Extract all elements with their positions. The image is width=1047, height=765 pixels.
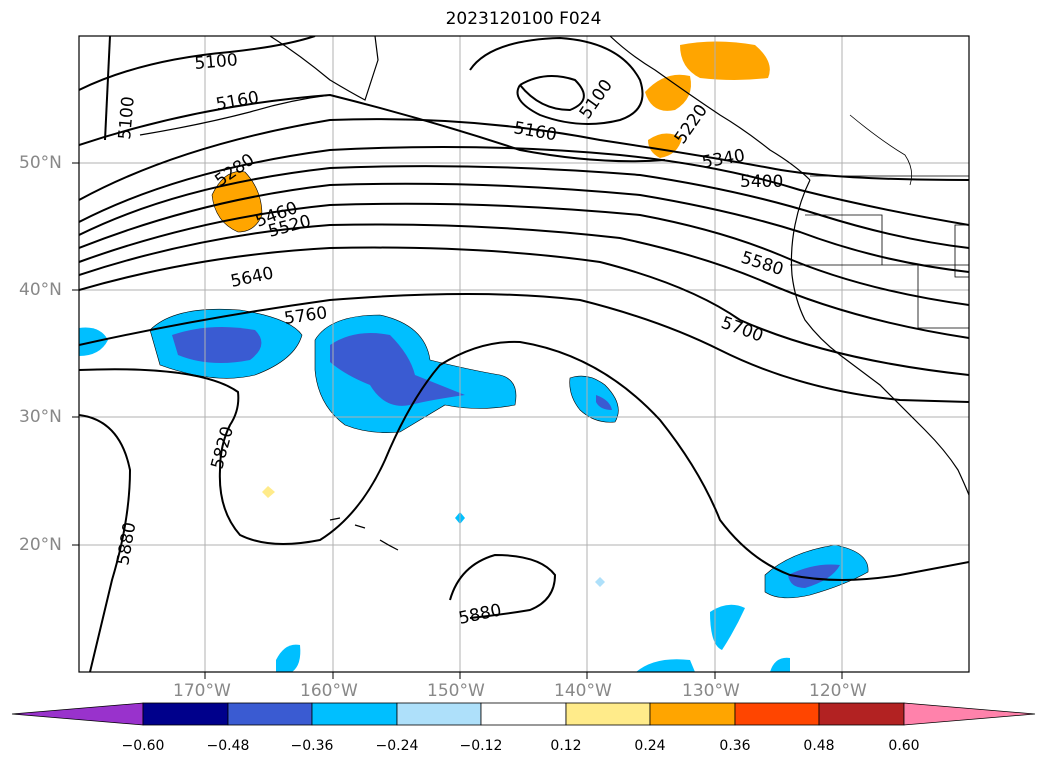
map-title: 2023120100 F024 — [445, 9, 602, 29]
colorbar-tick-label: 0.12 — [550, 738, 582, 754]
contour-label: 5760 — [283, 303, 329, 329]
colorbar-tick-label: 0.36 — [719, 738, 751, 754]
colorbar-extend-high — [903, 702, 1036, 726]
colorbar-tick-label: 0.48 — [803, 738, 835, 754]
colorbar-tick-label: −0.48 — [206, 738, 250, 754]
lat-label: 30°N — [19, 407, 62, 427]
graticule — [79, 36, 969, 672]
lon-label: 170°W — [173, 681, 231, 701]
contour-label: 5880 — [457, 600, 503, 629]
colorbar-segment — [734, 702, 820, 726]
colorbar-tick-label: −0.12 — [459, 738, 503, 754]
colorbar-segment — [818, 702, 905, 726]
colorbar-segment — [142, 702, 229, 726]
colorbar-segment — [311, 702, 398, 726]
lon-label: 140°W — [554, 681, 612, 701]
lat-label: 50°N — [19, 153, 62, 173]
contour-label: 5400 — [740, 172, 783, 192]
lon-label: 130°W — [682, 681, 740, 701]
map-area: 5100 5100 5100 5160 5160 5280 5220 5340 … — [79, 36, 969, 672]
colorbar-tick-label: −0.60 — [121, 738, 165, 754]
lon-label: 160°W — [300, 681, 358, 701]
lat-label: 20°N — [19, 535, 62, 555]
contour-label: 5160 — [512, 118, 558, 145]
contour-label: 5100 — [576, 76, 617, 123]
colorbar-segment — [227, 702, 313, 726]
contour-label: 5820 — [208, 424, 239, 471]
colorbar-tick-label: 0.24 — [634, 738, 666, 754]
colorbar-tick-label: −0.36 — [290, 738, 334, 754]
lon-label: 150°W — [427, 681, 485, 701]
coastlines — [139, 36, 969, 551]
colorbar-segment — [649, 702, 736, 726]
contour-label: 5700 — [718, 313, 765, 347]
lat-label: 40°N — [19, 280, 62, 300]
contour-label: 5340 — [700, 146, 746, 173]
colorbar — [11, 702, 1036, 726]
lon-label: 120°W — [809, 681, 867, 701]
borders — [790, 114, 969, 329]
colorbar-extend-low — [11, 702, 144, 726]
contour-label: 5100 — [115, 96, 139, 141]
axis-ticks — [72, 162, 843, 679]
positive-anomaly-shading — [211, 41, 770, 498]
contour-label: 5880 — [113, 521, 140, 567]
colorbar-tick-label: 0.60 — [888, 738, 920, 754]
contour-label: 5640 — [229, 263, 275, 292]
colorbar-tick-label: −0.24 — [375, 738, 419, 754]
contour-label: 5100 — [194, 50, 239, 74]
colorbar-segment — [565, 702, 651, 726]
map-frame — [78, 35, 970, 673]
colorbar-segment — [396, 702, 482, 726]
colorbar-segment — [480, 702, 567, 726]
height-contours — [79, 36, 969, 672]
negative-anomaly-shading — [79, 308, 869, 672]
